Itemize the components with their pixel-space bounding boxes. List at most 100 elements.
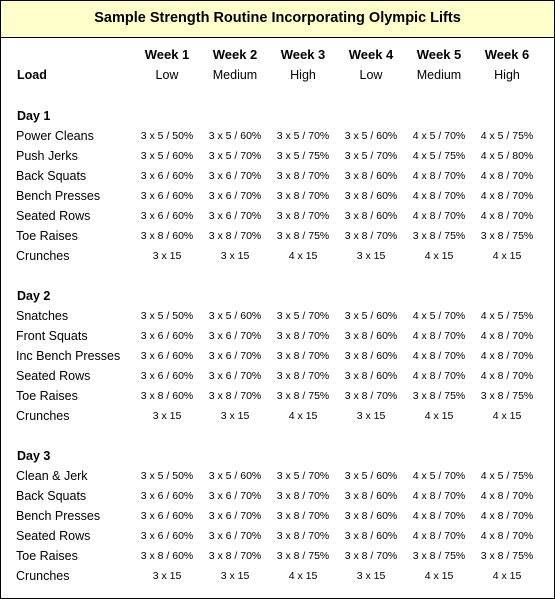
- table-cell: 3 x 5 / 70%: [276, 130, 330, 142]
- table-cell: 3 x 8 / 70%: [276, 510, 330, 522]
- exercise-name: Power Cleans: [16, 129, 94, 143]
- table-cell: 3 x 6 / 60%: [140, 190, 194, 202]
- week-header-2: Week 2: [212, 47, 258, 62]
- table-cell: 4 x 8 / 70%: [480, 210, 534, 222]
- table-cell: 4 x 8 / 70%: [412, 370, 466, 382]
- table-cell: 3 x 8 / 60%: [344, 490, 398, 502]
- table-cell: 3 x 6 / 60%: [140, 530, 194, 542]
- table-cell: 3 x 8 / 75%: [412, 550, 466, 562]
- table-cell: 3 x 8 / 70%: [276, 530, 330, 542]
- table-cell: 3 x 6 / 70%: [208, 490, 262, 502]
- table-cell: 4 x 8 / 70%: [412, 170, 466, 182]
- table-cell: 4 x 8 / 70%: [412, 530, 466, 542]
- table-cell: 3 x 8 / 70%: [276, 190, 330, 202]
- table-cell: 3 x 5 / 60%: [208, 130, 262, 142]
- table-cell: 3 x 6 / 70%: [208, 510, 262, 522]
- table-cell: 4 x 8 / 70%: [412, 490, 466, 502]
- exercise-name: Clean & Jerk: [16, 469, 88, 483]
- table-cell: 3 x 8 / 70%: [276, 170, 330, 182]
- table-row: Crunches 3 x 15 3 x 15 4 x 15 3 x 15 4 x 15 4 …: [1, 569, 554, 589]
- table-cell: 3 x 6 / 60%: [140, 370, 194, 382]
- table-cell: 4 x 8 / 70%: [480, 490, 534, 502]
- table-cell: 3 x 8 / 70%: [344, 550, 398, 562]
- table-cell: 4 x 5 / 80%: [480, 150, 534, 162]
- table-cell: 4 x 8 / 70%: [412, 350, 466, 362]
- table-cell: 4 x 8 / 70%: [480, 510, 534, 522]
- week-load-5: Medium: [416, 68, 462, 82]
- table-cell: 3 x 5 / 60%: [140, 150, 194, 162]
- table-cell: 4 x 15: [492, 250, 522, 262]
- day-heading: Day 1: [17, 109, 51, 123]
- table-cell: 3 x 8 / 60%: [140, 230, 194, 242]
- exercise-name: Push Jerks: [16, 149, 78, 163]
- table-cell: 3 x 8 / 70%: [208, 390, 262, 402]
- table-cell: 3 x 15: [356, 250, 386, 262]
- table-cell: 3 x 5 / 60%: [344, 130, 398, 142]
- table-cell: 3 x 8 / 60%: [344, 510, 398, 522]
- exercise-name: Bench Presses: [16, 189, 101, 203]
- table-cell: 3 x 6 / 70%: [208, 330, 262, 342]
- table-cell: 3 x 8 / 60%: [344, 210, 398, 222]
- table-cell: 3 x 5 / 50%: [140, 310, 194, 322]
- exercise-name: Toe Raises: [16, 389, 78, 403]
- table-row: Back Squats 3 x 6 / 60% 3 x 6 / 70% 3 x 8 /…: [1, 169, 554, 189]
- table-cell: 4 x 5 / 75%: [480, 310, 534, 322]
- page-title: Sample Strength Routine Incorporating Ol…: [94, 10, 461, 26]
- table-cell: 3 x 8 / 75%: [276, 230, 330, 242]
- table-row: Snatches 3 x 5 / 50% 3 x 5 / 60% 3 x 5 / 70…: [1, 309, 554, 329]
- week-header-3: Week 3: [280, 47, 326, 62]
- table-cell: 3 x 8 / 60%: [344, 190, 398, 202]
- table-cell: 3 x 15: [152, 570, 182, 582]
- table-cell: 4 x 15: [288, 250, 318, 262]
- week-header-1: Week 1: [144, 47, 190, 62]
- table-cell: 3 x 8 / 60%: [140, 550, 194, 562]
- table-cell: 3 x 6 / 60%: [140, 170, 194, 182]
- table-cell: 3 x 15: [220, 250, 250, 262]
- table-row: Crunches 3 x 15 3 x 15 4 x 15 3 x 15 4 x 15 4 …: [1, 409, 554, 429]
- table-cell: 3 x 8 / 60%: [140, 390, 194, 402]
- exercise-name: Toe Raises: [16, 229, 78, 243]
- table-cell: 4 x 8 / 70%: [412, 210, 466, 222]
- week-load-3: High: [290, 68, 316, 82]
- week-load-4: Low: [359, 68, 383, 82]
- table-row: Toe Raises 3 x 8 / 60% 3 x 8 / 70% 3 x 8 / …: [1, 389, 554, 409]
- table-cell: 3 x 15: [220, 410, 250, 422]
- exercise-name: Inc Bench Presses: [16, 349, 121, 363]
- table-row: Push Jerks 3 x 5 / 60% 3 x 5 / 70% 3 x 5 / …: [1, 149, 554, 169]
- table-cell: 3 x 8 / 70%: [344, 390, 398, 402]
- table-cell: 4 x 8 / 70%: [480, 350, 534, 362]
- table-cell: 3 x 8 / 75%: [276, 550, 330, 562]
- table-row: Toe Raises 3 x 8 / 60% 3 x 8 / 70% 3 x 8 / …: [1, 549, 554, 569]
- table-cell: 4 x 5 / 75%: [480, 470, 534, 482]
- table-cell: 3 x 15: [152, 250, 182, 262]
- day-heading: Day 2: [17, 289, 51, 303]
- table-cell: 4 x 15: [424, 410, 454, 422]
- table-row: Power Cleans 3 x 5 / 50% 3 x 5 / 60% 3 x 5 …: [1, 129, 554, 149]
- table-cell: 3 x 8 / 70%: [276, 210, 330, 222]
- table-cell: 3 x 8 / 70%: [276, 350, 330, 362]
- table-cell: 3 x 8 / 70%: [208, 550, 262, 562]
- table-cell: 3 x 6 / 60%: [140, 490, 194, 502]
- exercise-name: Crunches: [16, 249, 70, 263]
- table-row: Seated Rows 3 x 6 / 60% 3 x 6 / 70% 3 x 8 /…: [1, 529, 554, 549]
- table-cell: 3 x 6 / 70%: [208, 170, 262, 182]
- load-label: Load: [17, 68, 47, 82]
- table-cell: 3 x 8 / 75%: [412, 230, 466, 242]
- table-cell: 3 x 5 / 70%: [208, 150, 262, 162]
- table-cell: 4 x 8 / 70%: [480, 190, 534, 202]
- exercise-name: Seated Rows: [16, 369, 91, 383]
- week-load-2: Medium: [212, 68, 258, 82]
- table-row: Clean & Jerk 3 x 5 / 50% 3 x 5 / 60% 3 x 5 …: [1, 469, 554, 489]
- week-load-6: High: [494, 68, 520, 82]
- table-cell: 3 x 5 / 50%: [140, 470, 194, 482]
- table-row: Bench Presses 3 x 6 / 60% 3 x 6 / 70% 3 x 8…: [1, 509, 554, 529]
- table-row: Front Squats 3 x 6 / 60% 3 x 6 / 70% 3 x 8 …: [1, 329, 554, 349]
- week-header-5: Week 5: [416, 47, 462, 62]
- table-cell: 3 x 5 / 70%: [276, 470, 330, 482]
- table-cell: 4 x 15: [492, 410, 522, 422]
- table-cell: 4 x 8 / 70%: [480, 370, 534, 382]
- table-cell: 4 x 8 / 70%: [412, 510, 466, 522]
- week-header-6: Week 6: [484, 47, 530, 62]
- table-cell: 3 x 5 / 70%: [276, 310, 330, 322]
- table-cell: 3 x 6 / 70%: [208, 210, 262, 222]
